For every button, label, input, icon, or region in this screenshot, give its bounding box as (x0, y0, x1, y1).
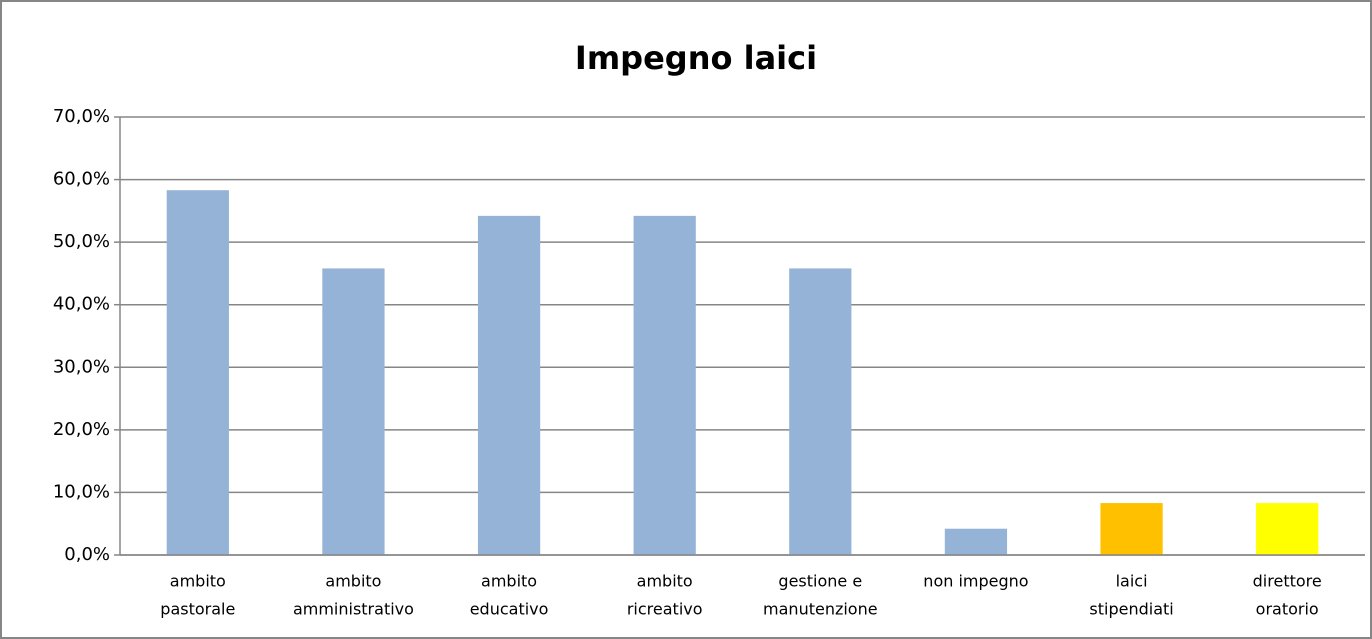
bar (944, 528, 1008, 555)
bar (477, 215, 541, 555)
x-tick-label: ambito (481, 572, 537, 591)
x-tick-label: ambito (637, 572, 693, 591)
x-tick-label: ricreativo (627, 600, 703, 619)
y-tick-label: 70,0% (53, 106, 110, 127)
x-tick-label: ambito (170, 572, 226, 591)
y-tick-label: 10,0% (53, 481, 110, 502)
bar (322, 268, 385, 555)
x-tick-label: ambito (325, 572, 381, 591)
y-tick-label: 30,0% (53, 356, 110, 377)
y-tick-label: 0,0% (64, 544, 110, 565)
bar (1100, 503, 1163, 555)
x-tick-label: gestione e (778, 572, 862, 591)
x-tick-label: non impegno (923, 572, 1028, 591)
y-tick-label: 60,0% (53, 169, 110, 190)
x-tick-label: educativo (470, 600, 549, 619)
y-tick-label: 50,0% (53, 231, 110, 252)
bar (789, 268, 852, 555)
x-tick-label: stipendiati (1089, 600, 1173, 619)
y-tick-label: 40,0% (53, 294, 110, 315)
x-tick-label: manutenzione (763, 600, 878, 619)
bar (166, 190, 229, 556)
x-tick-label: laici (1116, 572, 1148, 591)
bar (633, 215, 696, 555)
bar (1256, 503, 1319, 555)
y-tick-label: 20,0% (53, 419, 110, 440)
x-tick-label: pastorale (160, 600, 235, 619)
chart-title: Impegno laici (575, 39, 817, 77)
x-tick-label: oratorio (1256, 600, 1319, 619)
x-tick-label: direttore (1253, 572, 1322, 591)
x-tick-label: amministrativo (293, 600, 414, 619)
